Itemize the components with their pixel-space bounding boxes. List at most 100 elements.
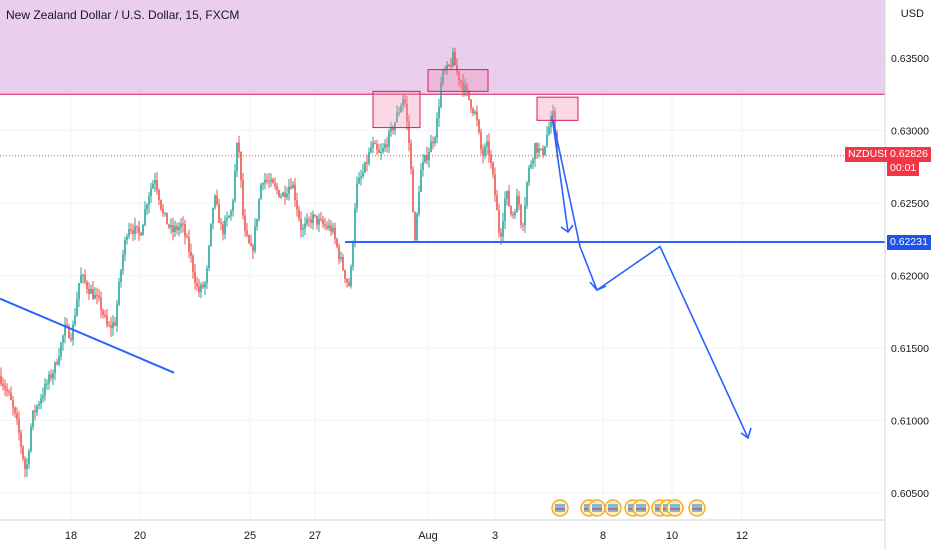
candle-body <box>350 266 352 287</box>
candle-body <box>90 288 92 294</box>
time-tick-label: 25 <box>244 530 256 542</box>
level-price-text: 0.62231 <box>890 236 928 248</box>
candle-body <box>174 226 176 233</box>
candle-body <box>86 281 88 289</box>
candle-body <box>510 206 512 215</box>
candles <box>0 47 558 478</box>
candle-body <box>22 446 24 459</box>
economic-event-icons <box>551 499 706 517</box>
candle-body <box>380 152 382 154</box>
candle-body <box>248 235 250 244</box>
candle-body <box>464 84 466 91</box>
candle-body <box>308 219 310 221</box>
candle-body <box>164 212 166 214</box>
candle-body <box>500 232 502 237</box>
candle-body <box>446 64 448 71</box>
candle-body <box>534 143 536 160</box>
candle-body <box>74 315 76 325</box>
candle-body <box>48 374 50 384</box>
candle-body <box>412 168 414 213</box>
candle-body <box>76 299 78 316</box>
candle-body <box>352 242 354 267</box>
highlight-box <box>536 96 579 121</box>
candle-body <box>286 193 288 198</box>
candle-body <box>406 103 408 122</box>
candle-body <box>516 195 518 213</box>
candle-body <box>154 180 156 184</box>
candle-body <box>414 212 416 240</box>
candle-body <box>396 112 398 123</box>
countdown-text: 00:01 <box>890 162 917 174</box>
candle-body <box>156 180 158 191</box>
candle-body <box>266 179 268 182</box>
time-tick-label: 18 <box>65 530 77 542</box>
candle-body <box>158 190 160 201</box>
candle-body <box>310 219 312 223</box>
candle-body <box>536 143 538 153</box>
candle-body <box>240 152 242 180</box>
candle-body <box>44 383 46 396</box>
candle-body <box>372 142 374 148</box>
price-tick-label: 0.61000 <box>891 416 929 428</box>
candle-body <box>316 215 318 225</box>
candle-body <box>210 223 212 246</box>
candle-body <box>404 98 406 104</box>
candle-body <box>24 458 26 470</box>
candle-body <box>284 192 286 198</box>
candle-body <box>450 65 452 67</box>
candle-body <box>206 268 208 283</box>
candle-body <box>514 212 516 216</box>
time-tick-label: 20 <box>134 530 146 542</box>
candle-body <box>222 223 224 235</box>
candle-body <box>6 389 8 392</box>
price-tick-label: 0.61500 <box>891 343 929 355</box>
candle-body <box>100 297 102 311</box>
candle-body <box>344 270 346 280</box>
candle-body <box>540 148 542 150</box>
candle-body <box>78 283 80 300</box>
candle-body <box>250 243 252 246</box>
price-tick-label: 0.60500 <box>891 488 929 500</box>
highlight-boxes <box>372 69 579 129</box>
candle-body <box>152 183 154 189</box>
candle-body <box>408 121 410 144</box>
candle-body <box>392 127 394 131</box>
candle-body <box>300 218 302 230</box>
candle-body <box>132 230 134 234</box>
candle-body <box>422 162 424 170</box>
candle-body <box>168 224 170 228</box>
candle-body <box>424 155 426 163</box>
candle-body <box>326 225 328 229</box>
candle-body <box>298 209 300 219</box>
time-tick-label: Aug <box>418 530 438 542</box>
candle-body <box>144 209 146 225</box>
candle-body <box>544 146 546 155</box>
candle-body <box>288 186 290 194</box>
candle-body <box>120 270 122 282</box>
candle-body <box>92 288 94 299</box>
trendline <box>0 297 175 374</box>
candle-body <box>390 127 392 132</box>
current-price-tag: 0.62826 <box>887 147 931 162</box>
candle-body <box>130 229 132 231</box>
candle-body <box>552 110 554 117</box>
candle-body <box>46 383 48 385</box>
candle-body <box>320 218 322 220</box>
candle-body <box>108 324 110 326</box>
candle-body <box>492 162 494 175</box>
candle-body <box>238 142 240 153</box>
candle-body <box>440 83 442 107</box>
candle-body <box>444 69 446 71</box>
price-tick-label: 0.62000 <box>891 271 929 283</box>
candle-body <box>456 65 458 72</box>
drawings <box>0 115 885 440</box>
candle-body <box>324 224 326 226</box>
candle-body <box>550 116 552 128</box>
candle-body <box>170 225 172 228</box>
highlight-box <box>427 69 489 92</box>
candle-body <box>334 227 336 239</box>
arrowhead-2 <box>589 281 607 291</box>
candle-body <box>508 190 510 207</box>
symbol-tag: NZDUSD <box>845 147 895 162</box>
